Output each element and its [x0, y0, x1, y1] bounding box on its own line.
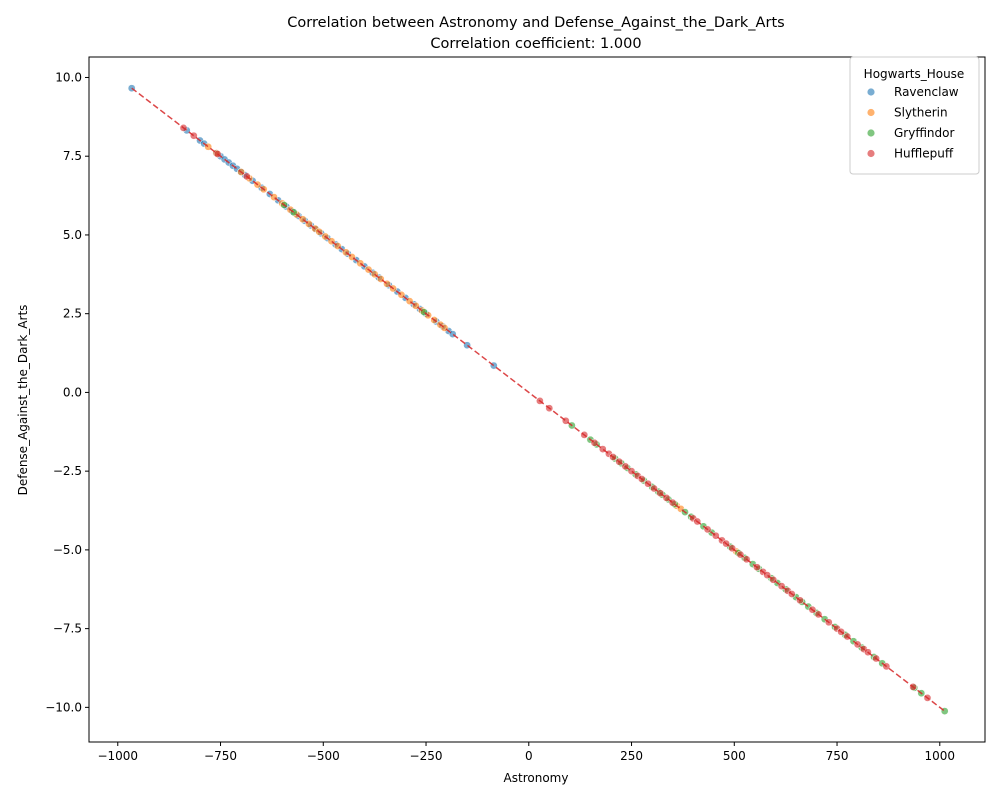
legend-title: Hogwarts_House	[864, 67, 965, 81]
legend-entry-label: Hufflepuff	[894, 147, 954, 161]
axes-frame	[88, 56, 986, 743]
y-tick-label: −2.5	[53, 464, 82, 478]
chart-title: Correlation between Astronomy and Defens…	[287, 15, 784, 31]
legend-entry-label: Ravenclaw	[894, 85, 959, 99]
y-tick-label: 0.0	[63, 385, 82, 399]
legend-entries: Ravenclaw Slytherin Gryffindor Hufflepuff	[867, 85, 959, 161]
legend: Hogwarts_House Ravenclaw Slytherin Gryffin…	[849, 56, 980, 175]
x-tick-label: −750	[204, 749, 237, 763]
y-tick-label: 5.0	[63, 228, 82, 242]
legend-entry-label: Gryffindor	[894, 126, 955, 140]
y-tick-label: 2.5	[63, 307, 82, 321]
legend-marker	[867, 108, 875, 117]
legend-marker	[867, 129, 875, 137]
y-tick-label: −10.0	[45, 700, 82, 714]
y-tick-label: 10.0	[55, 70, 82, 84]
legend-entry-label: Slytherin	[894, 106, 948, 120]
y-axis-label: Defense_Against_the_Dark_Arts	[16, 305, 30, 496]
x-tick-label: −250	[410, 749, 443, 763]
x-tick-label: 500	[723, 749, 746, 763]
y-tick-label: 7.5	[63, 149, 82, 163]
legend-frame	[849, 56, 980, 175]
chart-subtitle: Correlation coefficient: 1.000	[430, 36, 641, 52]
y-tick-label: −7.5	[53, 622, 82, 636]
y-tick-label: −5.0	[53, 543, 82, 557]
x-tick-label: −1000	[97, 749, 138, 763]
x-tick-label: 250	[620, 749, 643, 763]
x-tick-label: 0	[525, 749, 533, 763]
x-tick-label: 750	[826, 749, 849, 763]
legend-marker	[867, 149, 875, 158]
legend-marker	[867, 88, 875, 96]
x-axis-label: Astronomy	[504, 771, 569, 785]
x-tick-label: 1000	[925, 749, 956, 763]
x-tick-label: −500	[307, 749, 340, 763]
plot-area: −1000 −750 −500 −250 0 250 500 750 1000 −10.0 −7.5…	[45, 56, 986, 763]
